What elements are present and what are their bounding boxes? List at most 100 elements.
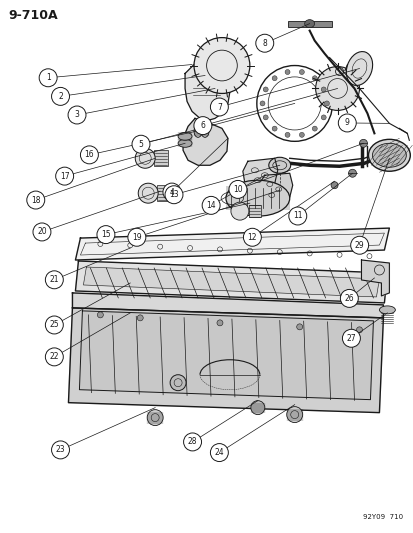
Circle shape (202, 196, 220, 214)
Circle shape (52, 87, 69, 106)
Ellipse shape (378, 306, 394, 314)
Circle shape (285, 69, 290, 75)
Text: 8: 8 (262, 39, 266, 48)
Text: 3: 3 (74, 110, 79, 119)
Text: 10: 10 (233, 185, 242, 194)
Circle shape (138, 183, 158, 203)
Circle shape (259, 101, 264, 106)
Circle shape (250, 401, 264, 415)
Circle shape (170, 375, 185, 391)
Circle shape (339, 289, 358, 308)
Circle shape (165, 186, 183, 204)
Bar (248, 205, 260, 217)
Ellipse shape (346, 52, 372, 85)
Circle shape (45, 316, 63, 334)
Circle shape (97, 225, 114, 244)
Text: 9-710A: 9-710A (9, 9, 58, 22)
Circle shape (80, 146, 98, 164)
Bar (287, 21, 331, 27)
Text: 18: 18 (31, 196, 40, 205)
Circle shape (263, 87, 268, 92)
Circle shape (55, 167, 74, 185)
Circle shape (342, 329, 359, 347)
Circle shape (52, 441, 69, 459)
Polygon shape (183, 118, 228, 165)
Circle shape (137, 315, 143, 321)
Text: 1: 1 (46, 73, 50, 82)
Circle shape (271, 76, 276, 80)
Polygon shape (79, 311, 373, 400)
Circle shape (337, 114, 356, 132)
Circle shape (320, 87, 325, 92)
Bar (157, 185, 171, 201)
Circle shape (358, 139, 367, 147)
Circle shape (135, 148, 155, 168)
Circle shape (299, 69, 304, 75)
Text: 92Y09  710: 92Y09 710 (362, 514, 402, 520)
Circle shape (132, 135, 150, 153)
Circle shape (27, 191, 45, 209)
Circle shape (33, 223, 51, 241)
Text: 16: 16 (84, 150, 94, 159)
Text: 7: 7 (216, 102, 221, 111)
Text: 22: 22 (50, 352, 59, 361)
Ellipse shape (368, 139, 409, 171)
Text: 19: 19 (132, 233, 141, 242)
Polygon shape (83, 267, 378, 297)
Circle shape (324, 101, 329, 106)
Circle shape (193, 117, 211, 135)
Circle shape (330, 182, 337, 189)
Text: 6: 6 (200, 121, 205, 130)
Polygon shape (185, 59, 229, 120)
Circle shape (45, 348, 63, 366)
Circle shape (263, 115, 268, 120)
Circle shape (315, 67, 358, 110)
Circle shape (311, 126, 316, 131)
Bar (154, 150, 168, 166)
Circle shape (45, 271, 63, 289)
Circle shape (97, 312, 103, 318)
Circle shape (163, 183, 180, 201)
Ellipse shape (178, 139, 192, 147)
Text: 28: 28 (188, 438, 197, 447)
Ellipse shape (225, 180, 289, 216)
Circle shape (285, 132, 290, 138)
Polygon shape (242, 158, 277, 188)
Circle shape (147, 410, 163, 425)
Circle shape (255, 34, 273, 52)
Text: 23: 23 (56, 446, 65, 455)
Circle shape (288, 207, 306, 225)
Text: 20: 20 (37, 228, 47, 237)
Text: 24: 24 (214, 448, 224, 457)
Polygon shape (75, 228, 389, 260)
Circle shape (68, 106, 86, 124)
Bar (225, 186, 289, 210)
Circle shape (230, 202, 248, 220)
Text: 14: 14 (206, 201, 216, 210)
Circle shape (348, 169, 356, 177)
Circle shape (320, 115, 325, 120)
Ellipse shape (194, 125, 202, 138)
Text: 15: 15 (101, 230, 110, 239)
Ellipse shape (372, 143, 405, 167)
Circle shape (210, 98, 228, 116)
Circle shape (286, 407, 302, 423)
Circle shape (243, 228, 261, 246)
Text: 2: 2 (58, 92, 63, 101)
Circle shape (296, 324, 302, 330)
Circle shape (128, 228, 145, 246)
Circle shape (271, 126, 276, 131)
Ellipse shape (268, 157, 290, 173)
Circle shape (183, 433, 201, 451)
Circle shape (299, 132, 304, 138)
Polygon shape (72, 293, 382, 318)
Ellipse shape (304, 20, 314, 28)
Circle shape (356, 327, 362, 333)
Polygon shape (68, 308, 382, 413)
Ellipse shape (178, 132, 192, 140)
Circle shape (311, 76, 316, 80)
Text: 4: 4 (169, 188, 174, 197)
Circle shape (350, 236, 368, 254)
Text: 26: 26 (344, 294, 353, 303)
Text: 5: 5 (138, 140, 143, 149)
